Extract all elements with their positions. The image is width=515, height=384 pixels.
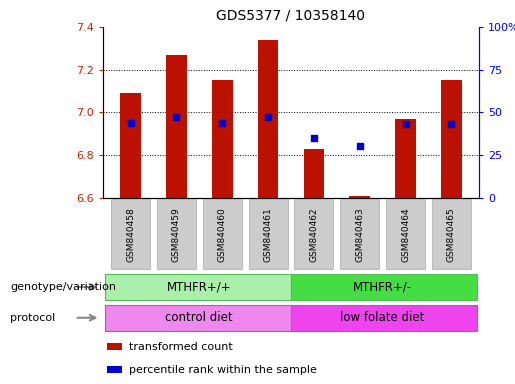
Bar bbox=[350, 195, 370, 198]
Text: control diet: control diet bbox=[165, 311, 233, 324]
Text: GSM840458: GSM840458 bbox=[126, 207, 135, 262]
FancyBboxPatch shape bbox=[157, 199, 196, 269]
Point bbox=[402, 121, 410, 127]
Text: genotype/variation: genotype/variation bbox=[10, 282, 116, 292]
Title: GDS5377 / 10358140: GDS5377 / 10358140 bbox=[216, 9, 366, 23]
Text: percentile rank within the sample: percentile rank within the sample bbox=[129, 365, 317, 375]
Text: GSM840461: GSM840461 bbox=[264, 207, 272, 262]
FancyBboxPatch shape bbox=[295, 199, 333, 269]
Point bbox=[356, 144, 364, 150]
Bar bbox=[303, 149, 324, 198]
Bar bbox=[107, 343, 122, 350]
Bar bbox=[212, 80, 232, 198]
Text: MTHFR+/+: MTHFR+/+ bbox=[167, 281, 232, 293]
Text: transformed count: transformed count bbox=[129, 342, 233, 352]
Text: protocol: protocol bbox=[10, 313, 56, 323]
Text: MTHFR+/-: MTHFR+/- bbox=[353, 281, 412, 293]
Bar bbox=[107, 366, 122, 373]
FancyBboxPatch shape bbox=[386, 199, 425, 269]
Bar bbox=[441, 80, 462, 198]
Point bbox=[264, 114, 272, 121]
FancyBboxPatch shape bbox=[340, 199, 379, 269]
Text: GSM840460: GSM840460 bbox=[218, 207, 227, 262]
Point bbox=[218, 119, 226, 126]
Bar bbox=[166, 55, 186, 198]
Point bbox=[126, 119, 134, 126]
Bar bbox=[120, 93, 141, 198]
FancyBboxPatch shape bbox=[203, 199, 242, 269]
Text: low folate diet: low folate diet bbox=[340, 311, 425, 324]
FancyBboxPatch shape bbox=[291, 274, 477, 300]
Bar bbox=[258, 40, 279, 198]
Bar bbox=[396, 119, 416, 198]
Text: GSM840459: GSM840459 bbox=[172, 207, 181, 262]
Point bbox=[448, 121, 456, 127]
Text: GSM840463: GSM840463 bbox=[355, 207, 364, 262]
Text: GSM840465: GSM840465 bbox=[447, 207, 456, 262]
FancyBboxPatch shape bbox=[249, 199, 287, 269]
Point bbox=[310, 135, 318, 141]
FancyBboxPatch shape bbox=[432, 199, 471, 269]
FancyBboxPatch shape bbox=[111, 199, 150, 269]
FancyBboxPatch shape bbox=[105, 305, 291, 331]
FancyBboxPatch shape bbox=[105, 274, 291, 300]
Text: GSM840462: GSM840462 bbox=[310, 207, 318, 262]
FancyBboxPatch shape bbox=[291, 305, 477, 331]
Text: GSM840464: GSM840464 bbox=[401, 207, 410, 262]
Point bbox=[172, 114, 180, 121]
